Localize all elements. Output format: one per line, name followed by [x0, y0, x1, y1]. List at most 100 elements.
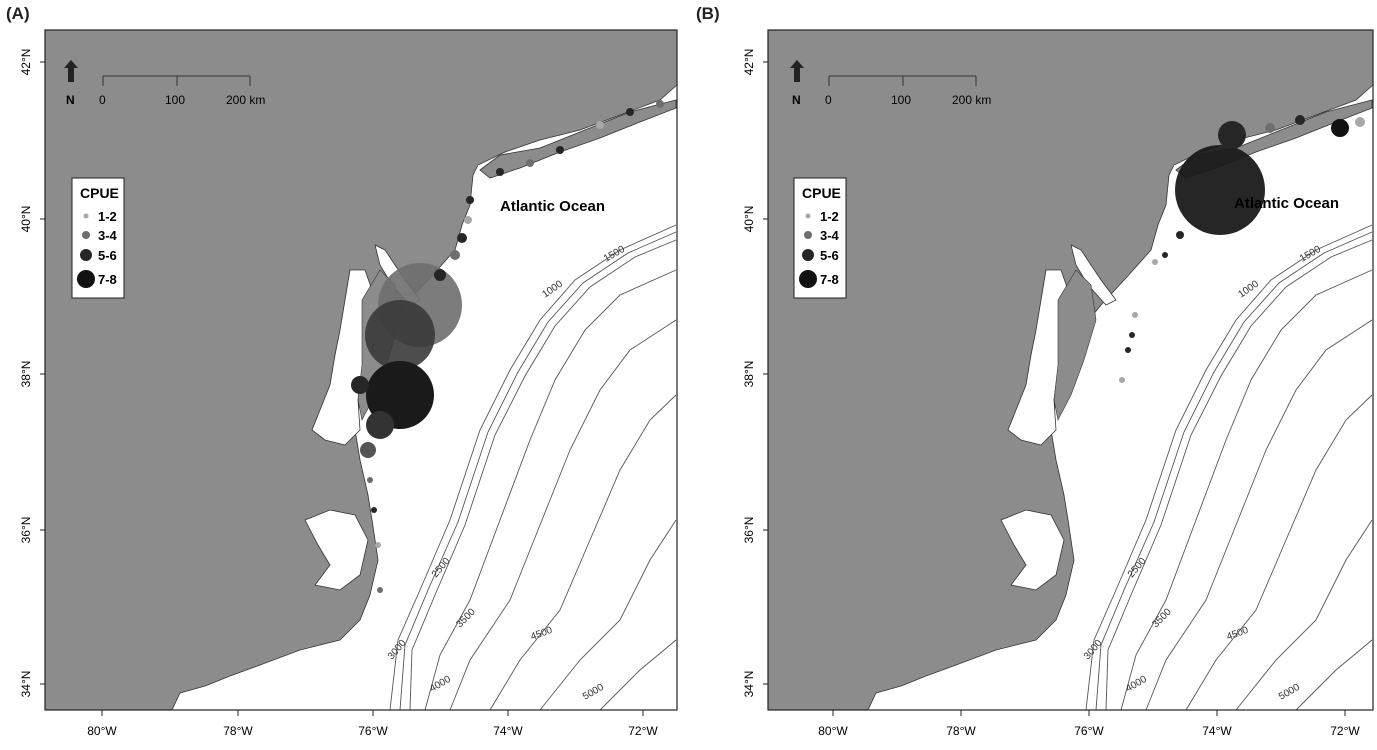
- cpue-legend: CPUE 1-2 3-4 5-6 7-8: [793, 177, 847, 299]
- north-arrow: N: [790, 60, 804, 107]
- cpue-point: [626, 108, 634, 116]
- scale-bar: 0 100 200 km: [99, 75, 265, 107]
- lon-tick-78: 78°W: [223, 724, 253, 738]
- map-frame: [767, 29, 1374, 711]
- delaware-bay: [1070, 244, 1117, 306]
- scale-label-100: 100: [891, 93, 911, 107]
- cpue-point: [1129, 332, 1135, 338]
- cpue-point: [1295, 115, 1305, 125]
- ocean-label: Atlantic Ocean: [1234, 195, 1339, 212]
- scale-bar-line: [828, 75, 977, 86]
- map-frame: [44, 29, 678, 711]
- map-panel-a: 1000 1500 2500 3000 3500 4000 4500 5000: [19, 29, 678, 738]
- cpue-point: [1175, 145, 1265, 235]
- scale-bar-line: [102, 75, 251, 86]
- inner-peninsula: [1053, 269, 1097, 421]
- legend-swatch-5-6: [802, 249, 814, 261]
- lat-tick-36: 36°N: [19, 517, 33, 544]
- cpue-point: [526, 159, 534, 167]
- cpue-point: [371, 507, 377, 513]
- lat-axis: 42°N 40°N 38°N 36°N 34°N: [742, 49, 768, 698]
- cpue-legend: CPUE 1-2 3-4 5-6 7-8: [71, 177, 125, 299]
- north-label: N: [66, 93, 75, 107]
- legend-label-7-8: 7-8: [820, 272, 839, 287]
- cpue-point: [1331, 119, 1349, 137]
- map-frame-group: 1000 1500 2500 3000 3500 4000 4500 5000: [44, 29, 678, 711]
- cpue-point: [367, 477, 373, 483]
- lon-tick-74: 74°W: [493, 724, 523, 738]
- long-island: [479, 99, 677, 179]
- north-arrow-icon: [790, 60, 804, 82]
- lon-axis: 80°W 78°W 76°W 74°W 72°W: [87, 710, 658, 738]
- legend-label-5-6: 5-6: [820, 248, 839, 263]
- lat-tick-38: 38°N: [742, 361, 756, 388]
- lat-tick-36: 36°N: [742, 517, 756, 544]
- cpue-point: [1218, 121, 1246, 149]
- scale-bar: 0 100 200 km: [825, 75, 991, 107]
- north-arrow-icon: [64, 60, 78, 82]
- cpue-point: [464, 216, 472, 224]
- scale-label-200: 200 km: [226, 93, 265, 107]
- lat-tick-40: 40°N: [742, 206, 756, 233]
- cpue-point: [596, 121, 604, 129]
- scale-label-100: 100: [165, 93, 185, 107]
- lon-axis: 80°W 78°W 76°W 74°W 72°W: [818, 710, 1360, 738]
- map-frame-group: 1000 1500 2500 3000 3500 4000 4500 5000: [767, 29, 1374, 711]
- legend-swatch-1-2: [805, 213, 811, 219]
- cpue-point: [365, 300, 435, 370]
- cpue-point: [434, 269, 446, 281]
- cpue-point: [1125, 347, 1131, 353]
- legend-label-3-4: 3-4: [820, 228, 840, 243]
- cpue-point: [1152, 259, 1158, 265]
- cpue-points: [351, 100, 664, 593]
- panel-a-label: (A): [6, 4, 30, 23]
- cpue-point: [375, 542, 381, 548]
- legend-title: CPUE: [802, 185, 841, 201]
- legend-swatch-7-8: [799, 270, 817, 288]
- lon-tick-76: 76°W: [358, 724, 388, 738]
- legend-swatch-1-2: [83, 213, 89, 219]
- cpue-point: [1265, 123, 1275, 133]
- map-panel-b: 1000 1500 2500 3000 3500 4000 4500 5000: [742, 29, 1374, 738]
- legend-swatch-3-4: [82, 231, 90, 239]
- pamlico-sound: [1000, 509, 1065, 591]
- lon-tick-80: 80°W: [818, 724, 848, 738]
- north-arrow: N: [64, 60, 78, 107]
- cpue-point: [556, 146, 564, 154]
- lon-tick-78: 78°W: [946, 724, 976, 738]
- cpue-point: [366, 411, 394, 439]
- scale-label-0: 0: [99, 93, 106, 107]
- lat-tick-38: 38°N: [19, 361, 33, 388]
- legend-swatch-3-4: [804, 231, 812, 239]
- legend-label-5-6: 5-6: [98, 248, 117, 263]
- cpue-point: [656, 100, 664, 108]
- cpue-point: [360, 442, 376, 458]
- lat-tick-34: 34°N: [19, 671, 33, 698]
- north-label: N: [792, 93, 801, 107]
- cpue-point: [1176, 231, 1184, 239]
- legend-title: CPUE: [80, 185, 119, 201]
- lon-tick-74: 74°W: [1202, 724, 1232, 738]
- lat-tick-42: 42°N: [742, 49, 756, 76]
- lat-tick-42: 42°N: [19, 49, 33, 76]
- legend-label-1-2: 1-2: [820, 209, 839, 224]
- cpue-point: [466, 196, 474, 204]
- lat-tick-34: 34°N: [742, 671, 756, 698]
- lat-axis: 42°N 40°N 38°N 36°N 34°N: [19, 49, 45, 698]
- legend-swatch-5-6: [80, 249, 92, 261]
- cpue-point: [457, 233, 467, 243]
- cpue-points: [1119, 115, 1365, 383]
- lon-tick-72: 72°W: [628, 724, 658, 738]
- scale-label-200: 200 km: [952, 93, 991, 107]
- cpue-point: [1132, 312, 1138, 318]
- cpue-point: [1162, 252, 1168, 258]
- legend-label-7-8: 7-8: [98, 272, 117, 287]
- legend-label-3-4: 3-4: [98, 228, 118, 243]
- lon-tick-72: 72°W: [1330, 724, 1360, 738]
- ocean-label: Atlantic Ocean: [500, 198, 605, 215]
- cpue-point: [1119, 377, 1125, 383]
- cpue-point: [450, 250, 460, 260]
- legend-swatch-7-8: [77, 270, 95, 288]
- bathymetry-contours: [389, 224, 677, 711]
- lon-tick-80: 80°W: [87, 724, 117, 738]
